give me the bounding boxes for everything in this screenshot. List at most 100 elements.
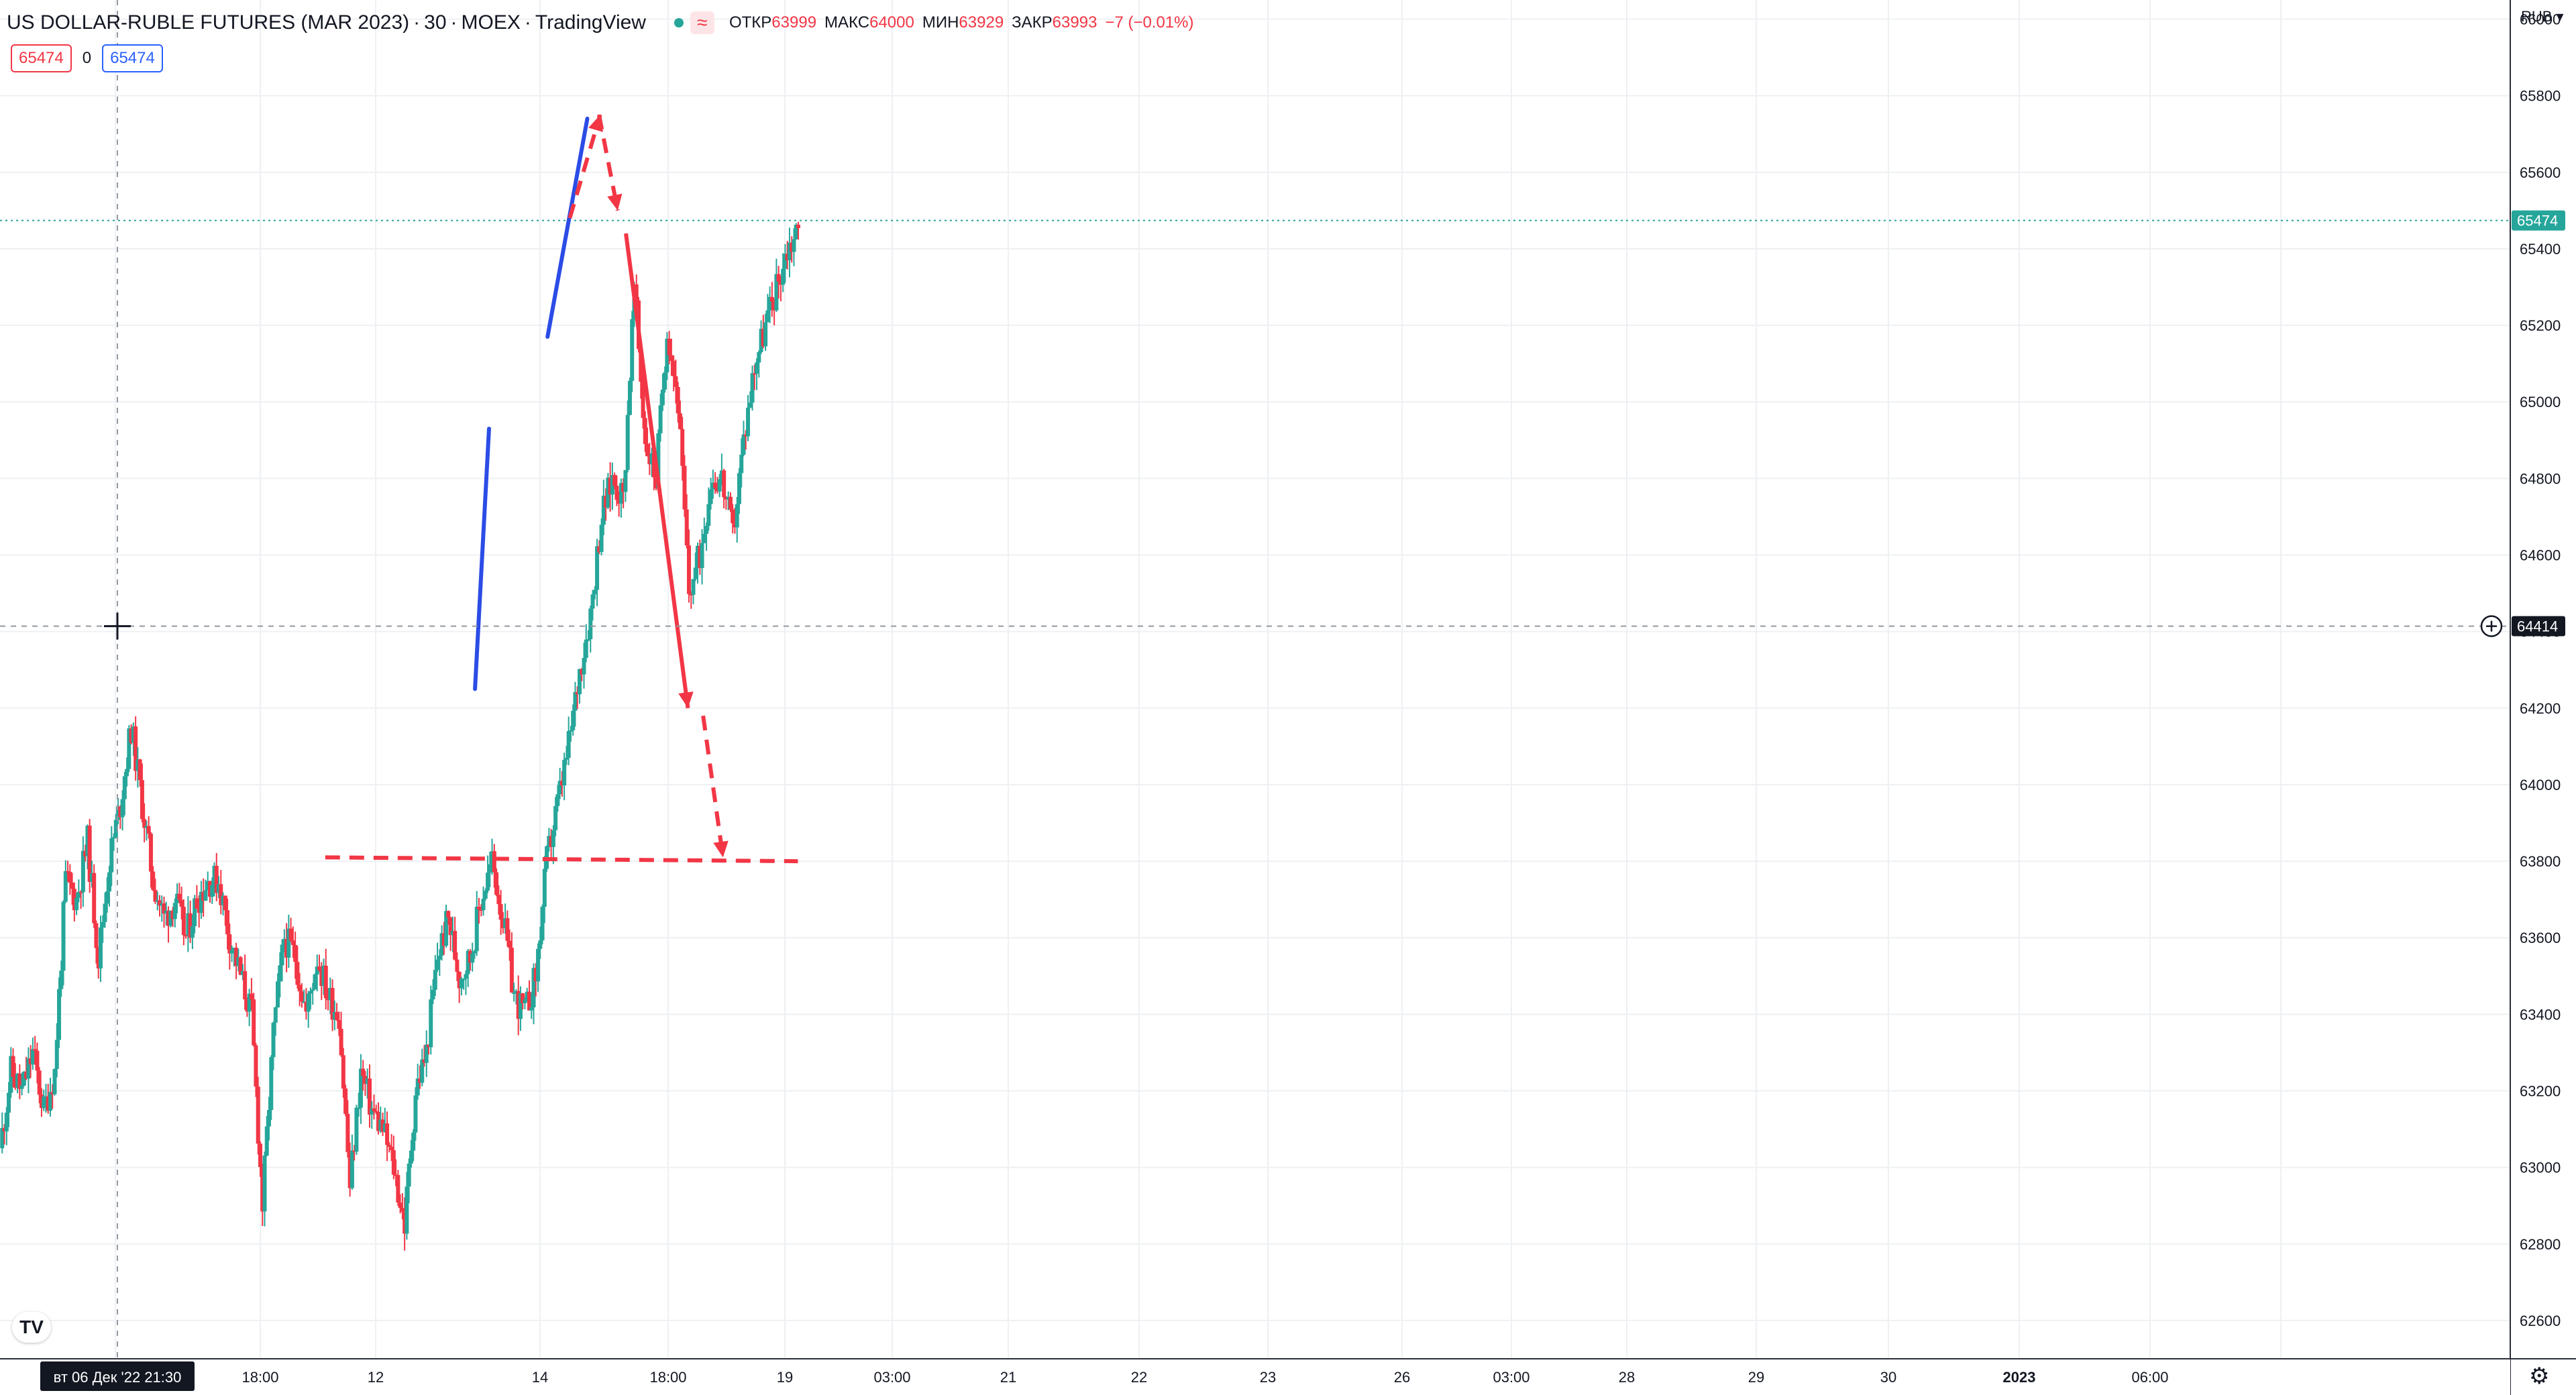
- candle-body: [790, 242, 794, 252]
- market-status-icon[interactable]: [674, 18, 684, 27]
- candle-body: [669, 355, 674, 361]
- candle-body: [717, 479, 722, 492]
- candle-body: [656, 433, 661, 489]
- candle-body: [564, 757, 569, 760]
- candle-body: [402, 1211, 407, 1234]
- symbol-name[interactable]: US DOLLAR-RUBLE FUTURES (MAR 2023): [7, 11, 410, 34]
- candle-body: [290, 940, 295, 946]
- currency-selector[interactable]: RUB ▾: [2521, 8, 2564, 25]
- candle-body: [708, 489, 713, 504]
- candle-body: [240, 970, 245, 975]
- candle-body: [7, 1093, 11, 1113]
- candle-body: [409, 1150, 413, 1164]
- candle-body: [190, 926, 195, 938]
- candle-body: [686, 545, 691, 594]
- candle-body: [89, 873, 94, 882]
- candle-body: [199, 891, 203, 913]
- candle-body: [332, 1011, 337, 1020]
- candle-body: [144, 826, 149, 828]
- candle-body: [319, 970, 324, 987]
- ask-button[interactable]: 65474: [102, 44, 163, 72]
- candle-body: [162, 903, 166, 914]
- candle-body: [604, 496, 608, 508]
- open-label: ОТКР: [729, 13, 772, 32]
- candle-body: [757, 352, 761, 363]
- candle-body: [15, 1073, 20, 1088]
- candle-body: [295, 962, 300, 985]
- candle-body: [464, 974, 468, 979]
- settings-gear-icon[interactable]: ⚙: [2529, 1363, 2550, 1389]
- candle-body: [514, 991, 519, 993]
- candle-body: [619, 483, 623, 504]
- candle-body: [286, 928, 291, 958]
- time-axis[interactable]: 18:00 12 14 18:00 19 03:00 21 22 23 26 03:00 28 29 30…: [0, 1358, 2576, 1395]
- candle-body: [769, 296, 774, 302]
- candle-body: [684, 509, 689, 546]
- candle-body: [621, 483, 626, 492]
- candle-body: [61, 901, 66, 971]
- candle-body: [634, 284, 639, 301]
- candle-body: [118, 806, 123, 818]
- candle-body: [385, 1123, 390, 1145]
- time-tick-label: 26: [1394, 1369, 1410, 1386]
- candle-body: [739, 454, 744, 473]
- candle-body: [627, 380, 632, 415]
- price-tick-label: 64200: [2520, 700, 2561, 717]
- candle-body: [195, 898, 199, 909]
- time-tick-label: 22: [1131, 1369, 1147, 1386]
- candle-body: [612, 475, 617, 486]
- candle-body: [413, 1095, 418, 1133]
- candle-body: [689, 594, 694, 596]
- candle-body: [455, 959, 460, 972]
- candle-body: [394, 1174, 398, 1176]
- candle-body: [341, 1055, 345, 1089]
- candle-body: [306, 993, 311, 1012]
- price-tick-label: 64600: [2520, 547, 2561, 564]
- candle-body: [210, 885, 215, 897]
- candle-body: [39, 1095, 44, 1109]
- candle-body: [367, 1078, 372, 1115]
- candle-body: [48, 1092, 52, 1111]
- candle-body: [726, 496, 731, 500]
- candle-body: [422, 1059, 427, 1063]
- candle-body: [221, 895, 225, 905]
- indicator-wave-icon[interactable]: ≈: [690, 11, 714, 34]
- candle-body: [433, 970, 437, 990]
- candle-body: [323, 965, 328, 999]
- candle-body: [350, 1150, 354, 1188]
- candle-body: [582, 658, 586, 675]
- candle-body: [249, 993, 254, 1000]
- forecast-arrow-shaft: [596, 114, 620, 211]
- candle-body: [494, 872, 499, 895]
- price-axis[interactable]: 66000 65800 65600 65400 65200 65000 64800 64600…: [2510, 0, 2576, 1395]
- candle-body: [193, 898, 197, 927]
- candle-body: [759, 329, 763, 353]
- candle-body: [125, 769, 129, 777]
- candle-body: [750, 373, 755, 403]
- bid-ask-row: 65474 0 65474: [11, 44, 163, 72]
- candle-body: [343, 1089, 348, 1114]
- candle-body: [483, 891, 488, 899]
- price-tick-label: 65000: [2520, 394, 2561, 410]
- candle-body: [339, 1029, 343, 1056]
- crosshair: [0, 0, 2510, 1359]
- candle-body: [663, 372, 667, 390]
- candle-body: [352, 1150, 357, 1152]
- candle-body: [148, 833, 153, 872]
- candle-body: [625, 414, 630, 470]
- candle-body: [427, 1044, 431, 1048]
- candle-body: [559, 781, 564, 786]
- candle-body: [783, 254, 788, 269]
- candle-body: [533, 968, 538, 982]
- candle-body: [247, 993, 252, 1012]
- candle-body: [229, 950, 234, 954]
- candle-body: [140, 780, 144, 820]
- interval-label[interactable]: 30: [424, 11, 447, 34]
- tradingview-logo-icon[interactable]: TV: [12, 1312, 51, 1343]
- candle-body: [254, 1045, 258, 1087]
- bid-button[interactable]: 65474: [11, 44, 72, 72]
- candle-body: [649, 453, 654, 465]
- candle-body: [505, 918, 510, 941]
- candle-body: [706, 504, 711, 526]
